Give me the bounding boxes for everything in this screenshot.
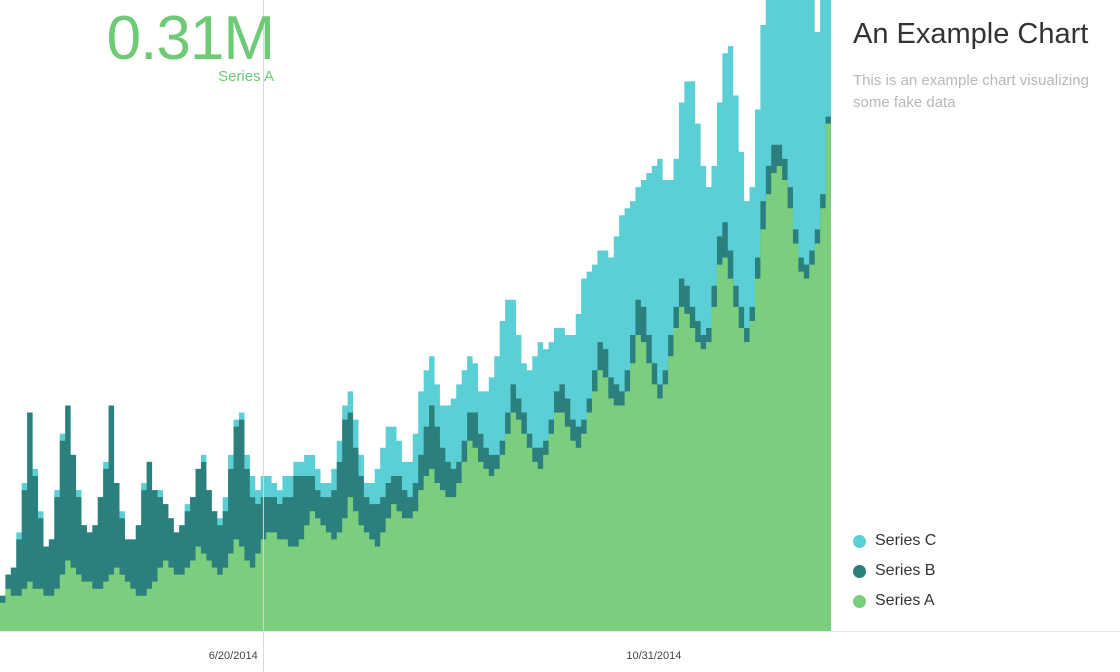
legend-item-series-c[interactable]: Series C bbox=[853, 526, 936, 556]
legend-swatch bbox=[853, 594, 866, 608]
series-areas bbox=[0, 0, 831, 632]
chart-title: An Example Chart bbox=[853, 18, 1089, 50]
x-tick-label: 10/31/2014 bbox=[626, 650, 681, 662]
hover-value: 0.31M bbox=[106, 4, 275, 73]
legend: Series C Series B Series A bbox=[853, 526, 936, 616]
legend-swatch bbox=[853, 534, 866, 548]
legend-label: Series A bbox=[875, 592, 935, 609]
chart-subtitle: This is an example chart visualizing som… bbox=[853, 72, 1089, 111]
x-tick-label: 6/20/2014 bbox=[209, 650, 258, 662]
legend-label: Series B bbox=[875, 562, 936, 579]
x-axis-ticks: 6/20/2014 10/31/2014 bbox=[209, 650, 682, 662]
legend-item-series-b[interactable]: Series B bbox=[853, 556, 936, 586]
hover-readout: 0.31M Series A bbox=[106, 4, 275, 86]
hover-series-name: Series A bbox=[218, 68, 274, 85]
area-series-a[interactable] bbox=[0, 123, 831, 632]
legend-label: Series C bbox=[875, 532, 937, 549]
legend-item-series-a[interactable]: Series A bbox=[853, 586, 936, 616]
legend-swatch bbox=[853, 564, 866, 578]
